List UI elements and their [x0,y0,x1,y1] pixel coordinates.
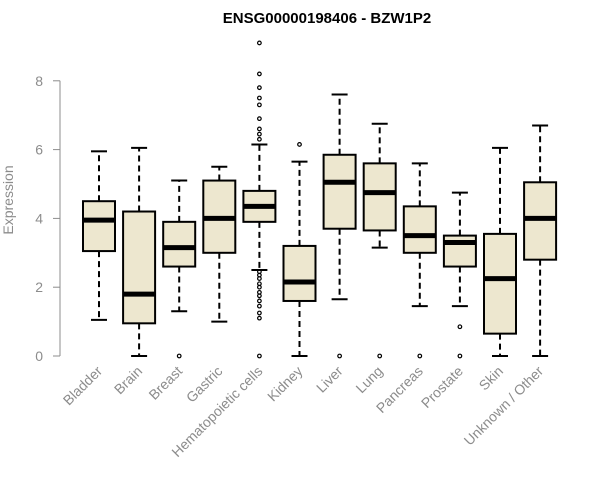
outlier-point [257,131,262,137]
y-tick-label: 8 [35,73,43,89]
boxes-group [82,40,558,359]
y-tick-label: 0 [35,348,43,364]
y-tick-label: 4 [35,210,43,226]
outlier-point [257,315,262,321]
y-axis-label: Expression [0,165,16,234]
iqr-box [483,232,517,335]
box-unknown-other [523,124,558,357]
x-tick-label: Brain [111,363,145,397]
outlier-point [457,324,463,330]
x-tick-label: Kidney [264,363,306,405]
box-kidney [282,142,317,357]
outlier-point [297,142,302,147]
iqr-box [82,200,116,253]
iqr-box [122,210,157,325]
box-lung [362,122,397,359]
outlier-point [337,353,343,359]
outlier-point [417,353,423,359]
box-skin [483,146,517,357]
outlier-point [257,281,262,287]
box-hematopoietic-cells [242,40,277,359]
chart-title: ENSG00000198406 - BZW1P2 [223,10,431,27]
outlier-point [377,353,383,359]
y-tick-label: 2 [35,279,43,295]
x-tick-label: Liver [313,363,346,396]
y-axis: 0 2 4 6 8 [35,73,61,364]
outlier-point [257,269,262,275]
outlier-point [457,353,463,359]
outlier-point [257,71,262,77]
iqr-box [322,153,357,230]
box-brain [122,146,157,357]
outlier-point [257,303,262,309]
outlier-point [257,126,262,132]
x-tick-label: Breast [145,363,185,403]
box-liver [322,93,357,359]
outlier-point [257,40,262,46]
outlier-point [257,102,262,108]
box-pancreas [402,162,437,359]
outlier-point [257,298,262,304]
outlier-point [176,353,182,359]
box-gastric [202,165,237,323]
x-tick-label: Prostate [418,363,466,411]
iqr-box [362,162,397,232]
outlier-point [257,136,262,142]
iqr-box [402,205,437,254]
iqr-box [523,181,558,261]
outlier-point [257,95,262,101]
iqr-box [282,244,317,302]
outlier-point [257,289,262,295]
x-tick-label: Bladder [60,363,106,409]
y-tick-label: 6 [35,142,43,158]
box-breast [162,179,197,359]
outlier-point [257,353,262,359]
outlier-point [257,85,262,91]
outlier-point [257,116,262,122]
outlier-point [257,310,262,316]
box-prostate [442,191,477,359]
box-bladder [82,150,116,321]
iqr-box [162,220,197,268]
x-tick-label: Lung [352,363,385,396]
x-tick-label: Skin [476,363,507,394]
